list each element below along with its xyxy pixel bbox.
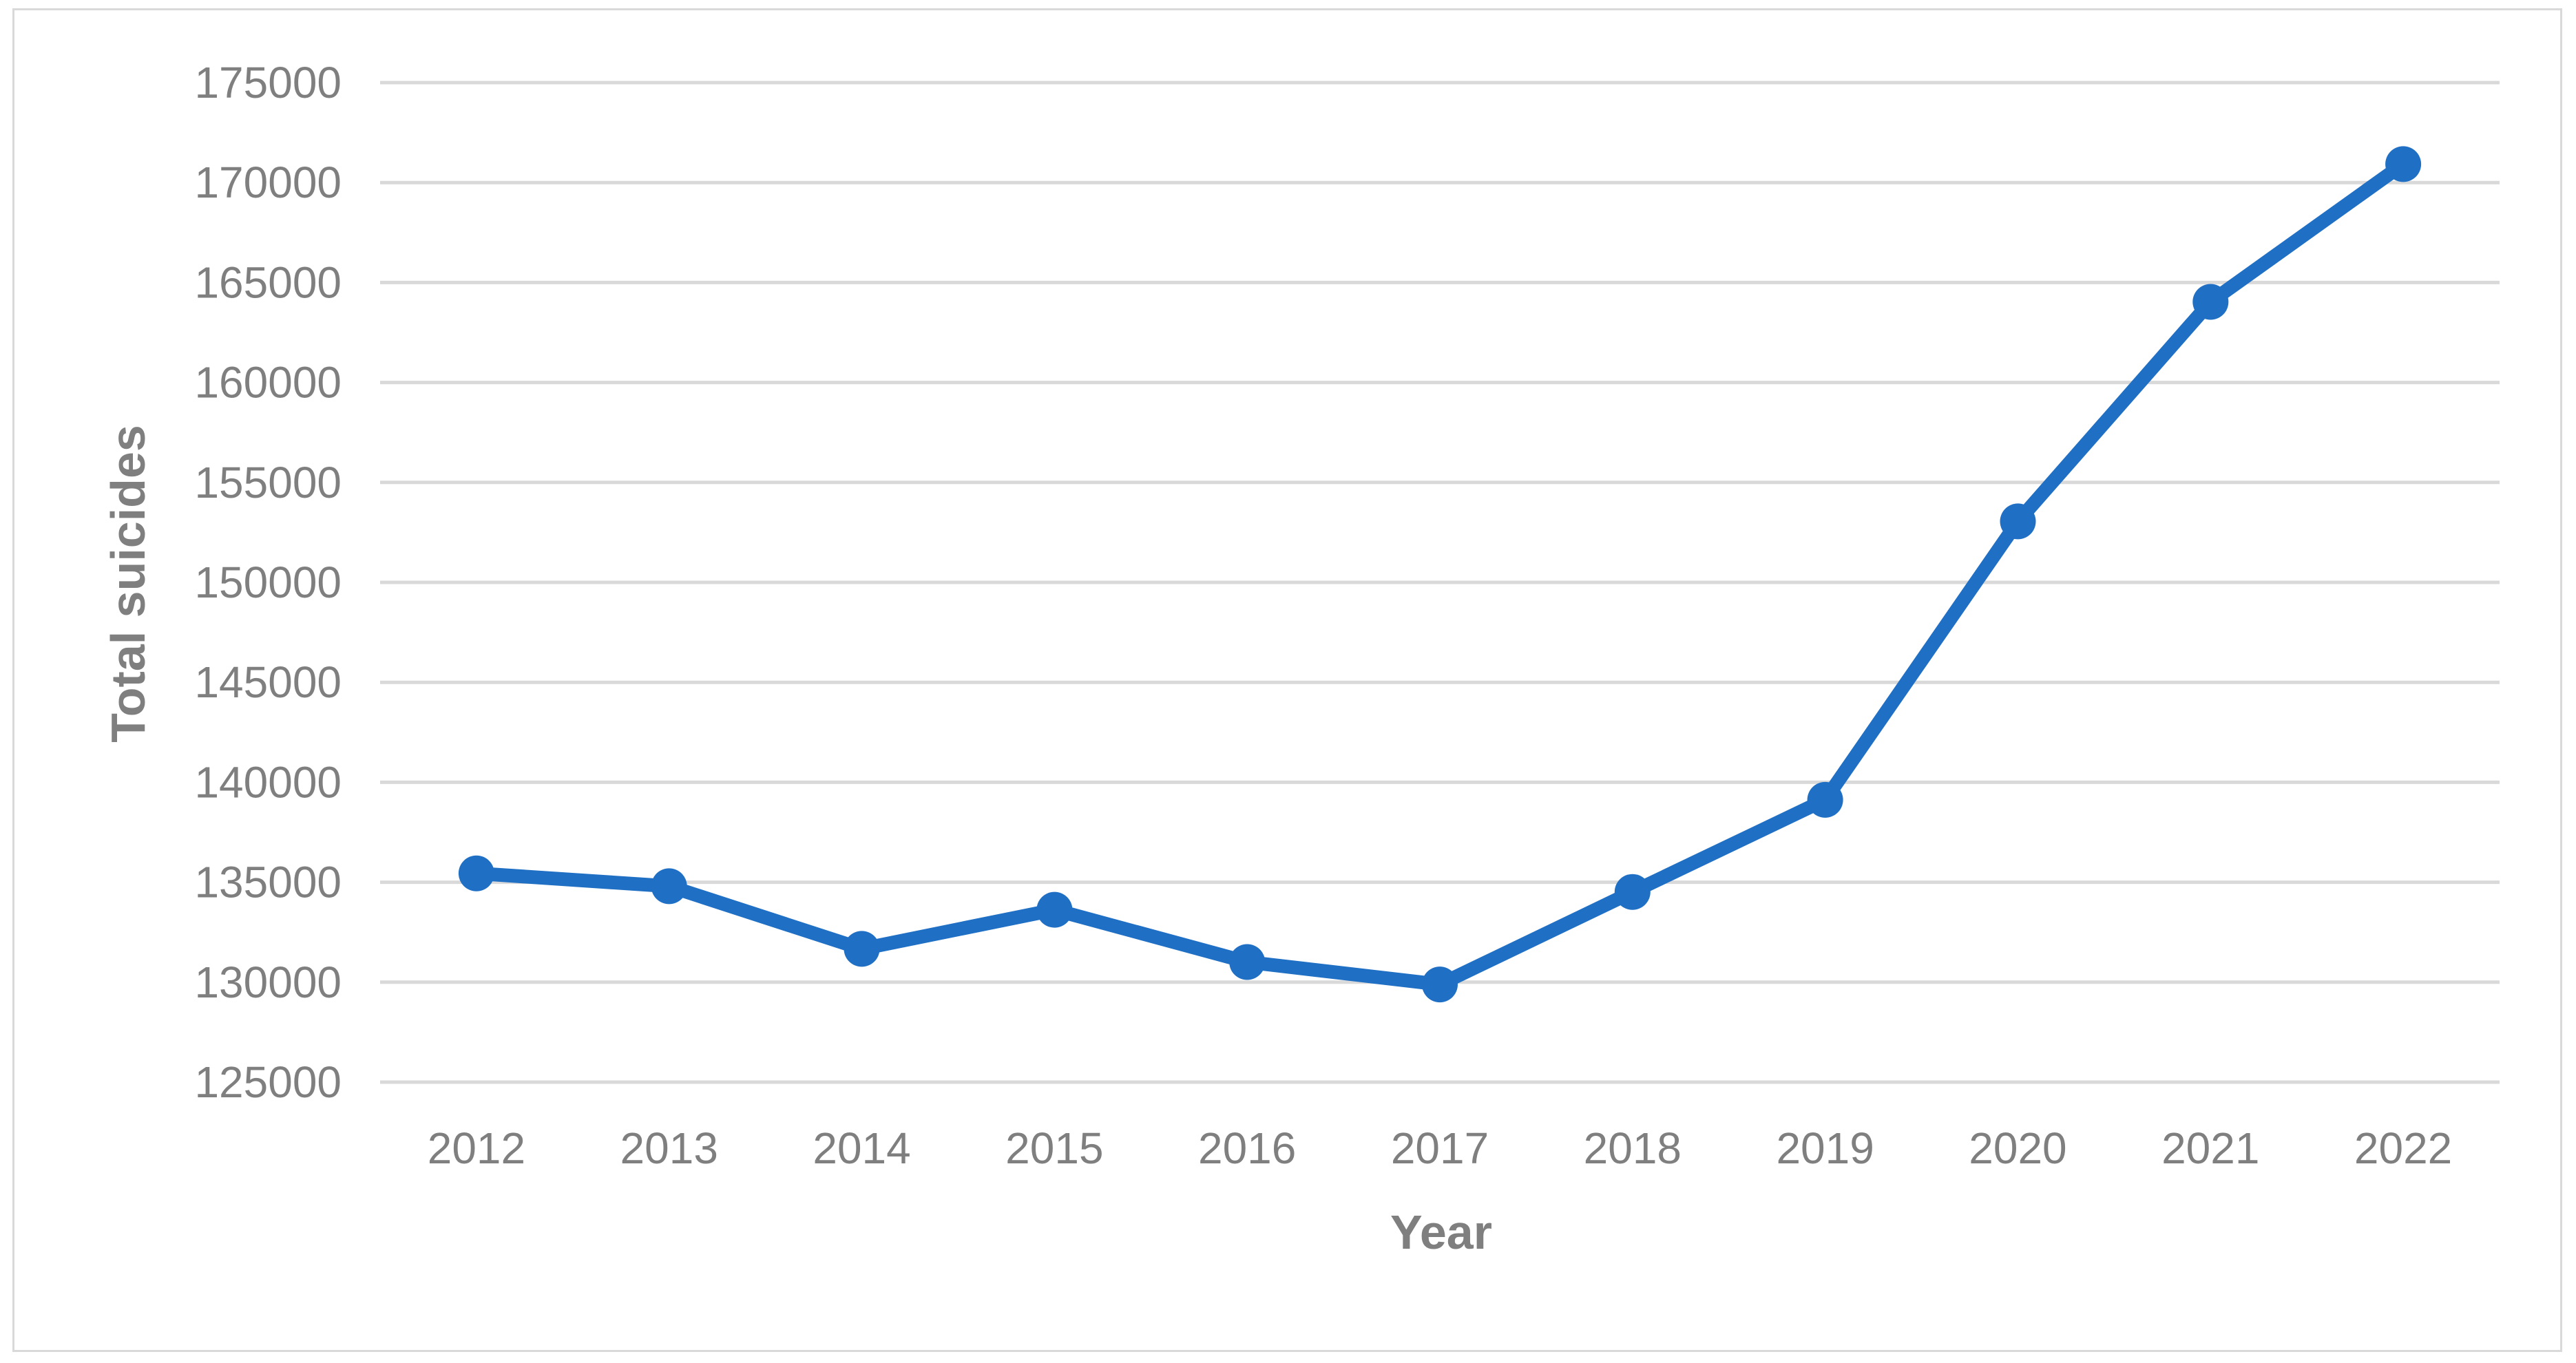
x-tick-label: 2022 [2354, 1123, 2452, 1173]
x-tick-labels: 2012 2013 2014 2015 2016 2017 2018 2019 2020 2021… [428, 1123, 2453, 1173]
y-tick-label: 145000 [194, 657, 342, 707]
data-point-2022 [2385, 146, 2422, 182]
y-tick-label: 130000 [194, 958, 342, 1007]
x-tick-label: 2014 [813, 1123, 910, 1173]
data-point-2017 [1422, 966, 1458, 1003]
x-tick-label: 2015 [1005, 1123, 1103, 1173]
y-axis-title: Total suicides [101, 425, 155, 743]
x-tick-label: 2013 [620, 1123, 718, 1173]
data-point-2013 [651, 868, 687, 905]
y-tick-labels: 125000 130000 135000 140000 145000 150000 1550… [194, 58, 342, 1107]
data-point-2015 [1036, 891, 1073, 928]
data-point-2012 [458, 855, 494, 891]
y-tick-label: 165000 [194, 257, 342, 307]
y-tick-label: 155000 [194, 458, 342, 507]
x-tick-label: 2016 [1198, 1123, 1296, 1173]
chart-frame [12, 8, 2562, 1352]
data-point-2014 [844, 931, 880, 967]
x-tick-label: 2020 [1969, 1123, 2066, 1173]
y-tick-label: 135000 [194, 858, 342, 907]
x-tick-label: 2012 [428, 1123, 525, 1173]
x-tick-label: 2021 [2161, 1123, 2259, 1173]
x-tick-label: 2018 [1584, 1123, 1682, 1173]
y-tick-label: 160000 [194, 358, 342, 408]
y-tick-label: 125000 [194, 1057, 342, 1107]
x-axis-title: Year [1390, 1205, 1492, 1259]
x-tick-label: 2019 [1776, 1123, 1874, 1173]
data-point-2016 [1229, 944, 1266, 980]
series-group [458, 146, 2422, 1003]
y-tick-label: 175000 [194, 58, 342, 107]
data-point-2018 [1614, 874, 1651, 910]
gridlines [380, 81, 2500, 1084]
y-tick-label: 140000 [194, 757, 342, 807]
y-tick-label: 150000 [194, 558, 342, 607]
y-tick-label: 170000 [194, 158, 342, 207]
data-point-2020 [2000, 503, 2036, 540]
series-line-0 [469, 157, 2411, 992]
data-point-2019 [1807, 781, 1843, 818]
data-point-2021 [2192, 284, 2229, 320]
x-tick-label: 2017 [1391, 1123, 1489, 1173]
